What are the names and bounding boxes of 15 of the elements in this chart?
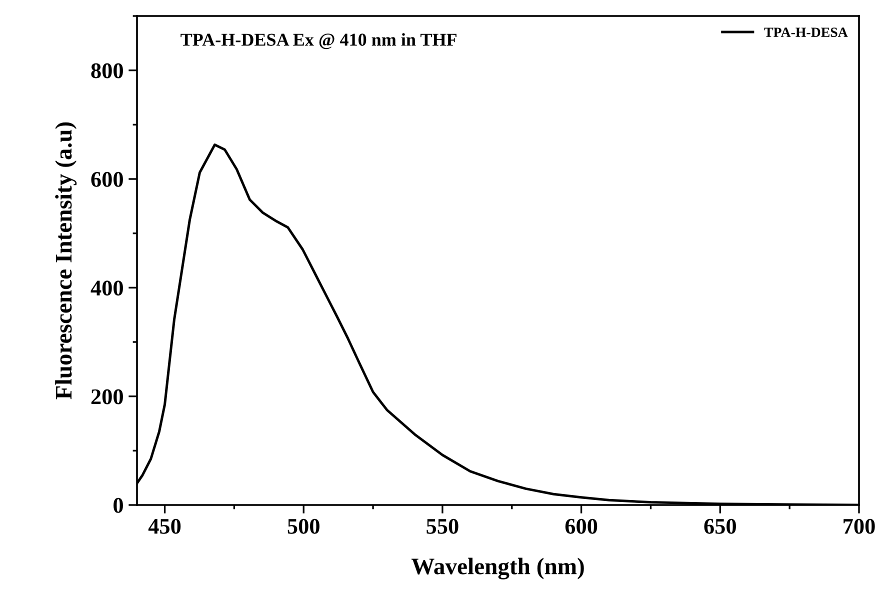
x-tick-label: 550: [426, 518, 458, 534]
y-tick-label: 400: [90, 280, 123, 296]
x-tick-label: 450: [148, 518, 181, 534]
y-tick-label: 800: [91, 63, 123, 78]
x-tick-label: 650: [704, 518, 736, 534]
x-tick-label: 500: [288, 518, 320, 534]
legend-label: TPA-H-DESA: [764, 28, 848, 37]
y-tick-label: 600: [91, 172, 123, 187]
y-axis-title: Fluorescence Intensity (a.u): [55, 122, 77, 400]
y-tick-label: 200: [91, 389, 123, 404]
x-axis-title: Wavelength (nm): [411, 558, 584, 580]
y-tick-label: 0: [114, 498, 123, 513]
x-tick-label: 700: [844, 518, 875, 534]
x-tick-label: 600: [565, 518, 598, 534]
text: TPA-H-DESA Ex @ 410 nm in THF: [180, 33, 456, 50]
